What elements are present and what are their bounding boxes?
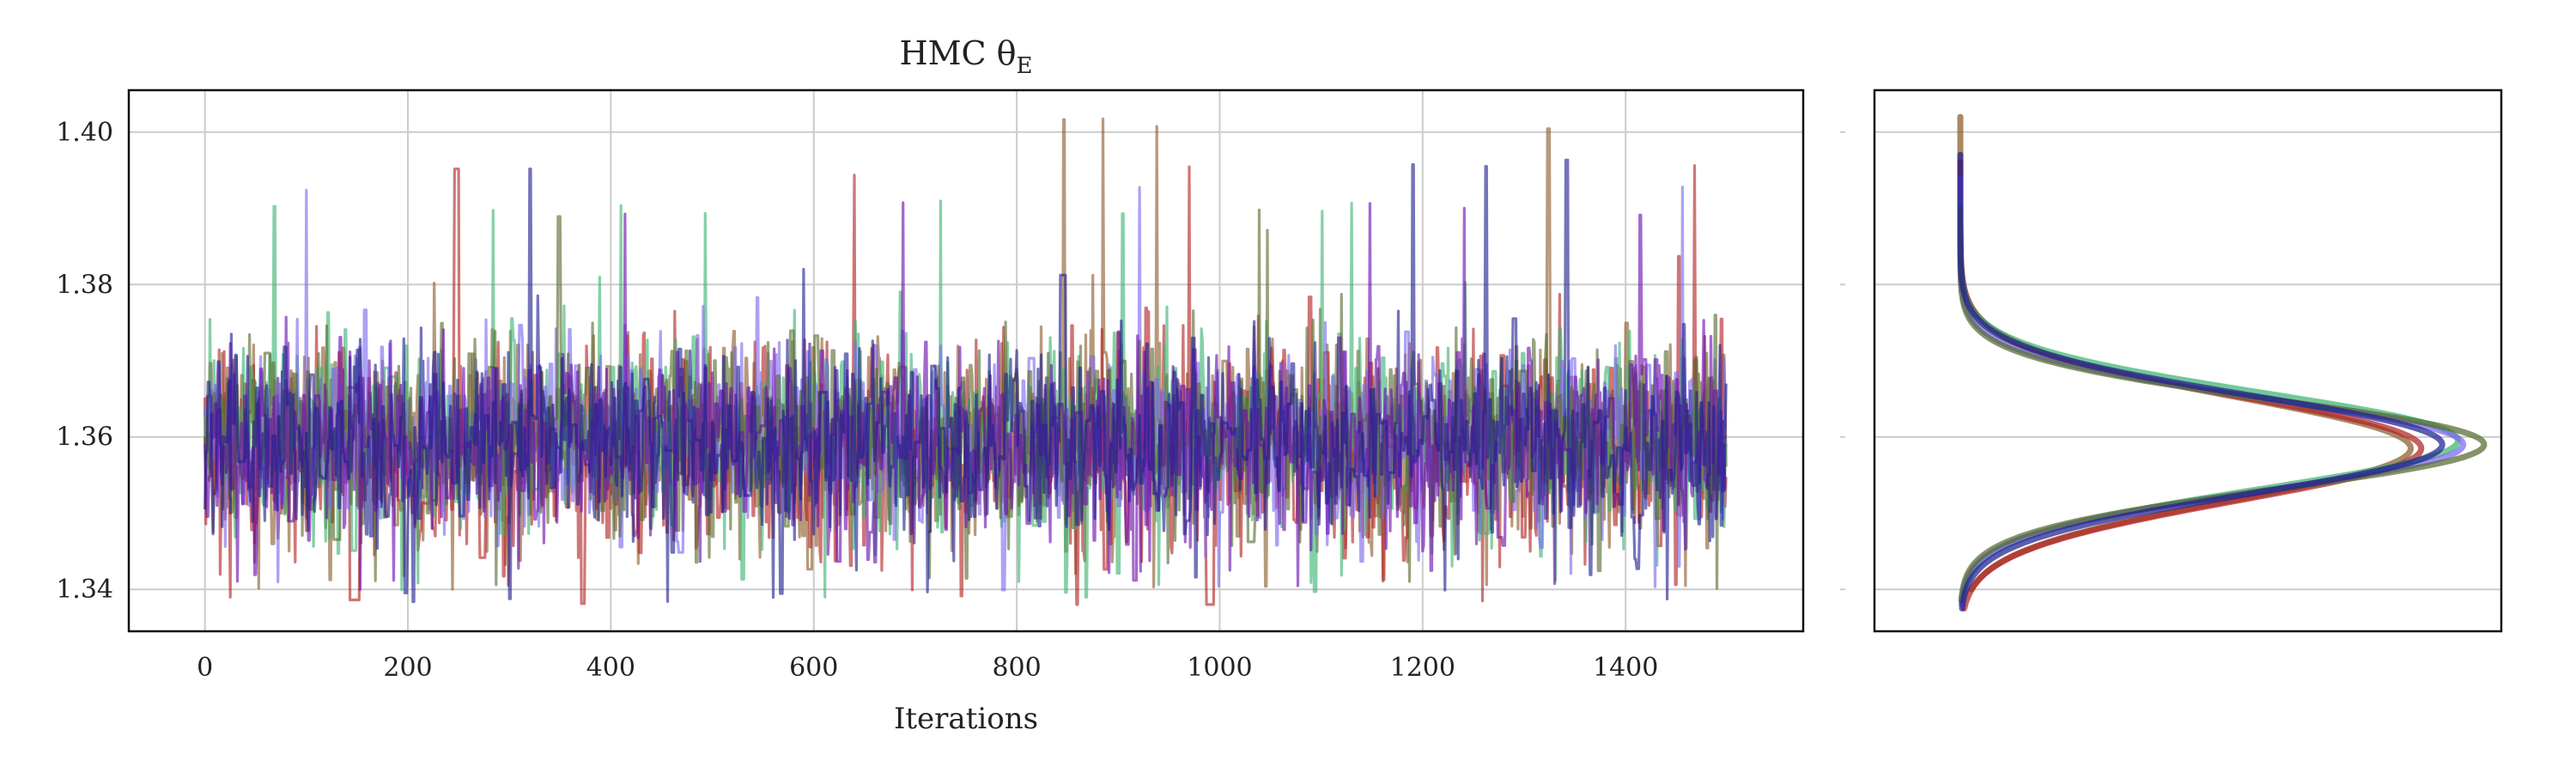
x-tick-label: 0	[197, 653, 213, 683]
x-tick-label: 200	[383, 653, 432, 683]
x-axis-label: Iterations	[894, 702, 1038, 736]
x-tick-label: 1200	[1390, 653, 1455, 683]
density-plot-frame	[1873, 88, 2503, 633]
trace-plot-panel: 0 200 400 600 800 1000 1200 1400 1.341.361.381.…	[56, 34, 1805, 736]
title-subscript: E	[1017, 53, 1033, 79]
y-tick-label: 1.38	[56, 270, 113, 300]
y-tick-label: 1.40	[56, 118, 113, 148]
trace-series	[204, 117, 1728, 606]
y-tick-label: 1.34	[56, 575, 113, 605]
trace-plot-title: HMC θE	[899, 34, 1032, 79]
trace-y-ticks: 1.34 1.36 1.38 1.40	[56, 118, 113, 605]
density-plot-panel	[1840, 88, 2503, 633]
x-tick-label: 800	[992, 653, 1041, 683]
x-tick-label: 400	[586, 653, 635, 683]
trace-line	[204, 158, 1728, 604]
x-tick-label: 1400	[1593, 653, 1658, 683]
trace-plot-frame	[127, 88, 1805, 633]
y-tick-label: 1.36	[56, 423, 113, 453]
density-series	[1957, 113, 2488, 612]
x-tick-label: 1000	[1187, 653, 1252, 683]
x-tick-label: 600	[789, 653, 838, 683]
density-plot-area	[1874, 90, 2501, 631]
density-curve	[1957, 151, 2445, 612]
density-y-ticks	[1840, 131, 1845, 591]
title-main: HMC θ	[899, 34, 1016, 72]
trace-x-ticks: 0 200 400 600 800 1000 1200 1400	[197, 653, 1658, 683]
